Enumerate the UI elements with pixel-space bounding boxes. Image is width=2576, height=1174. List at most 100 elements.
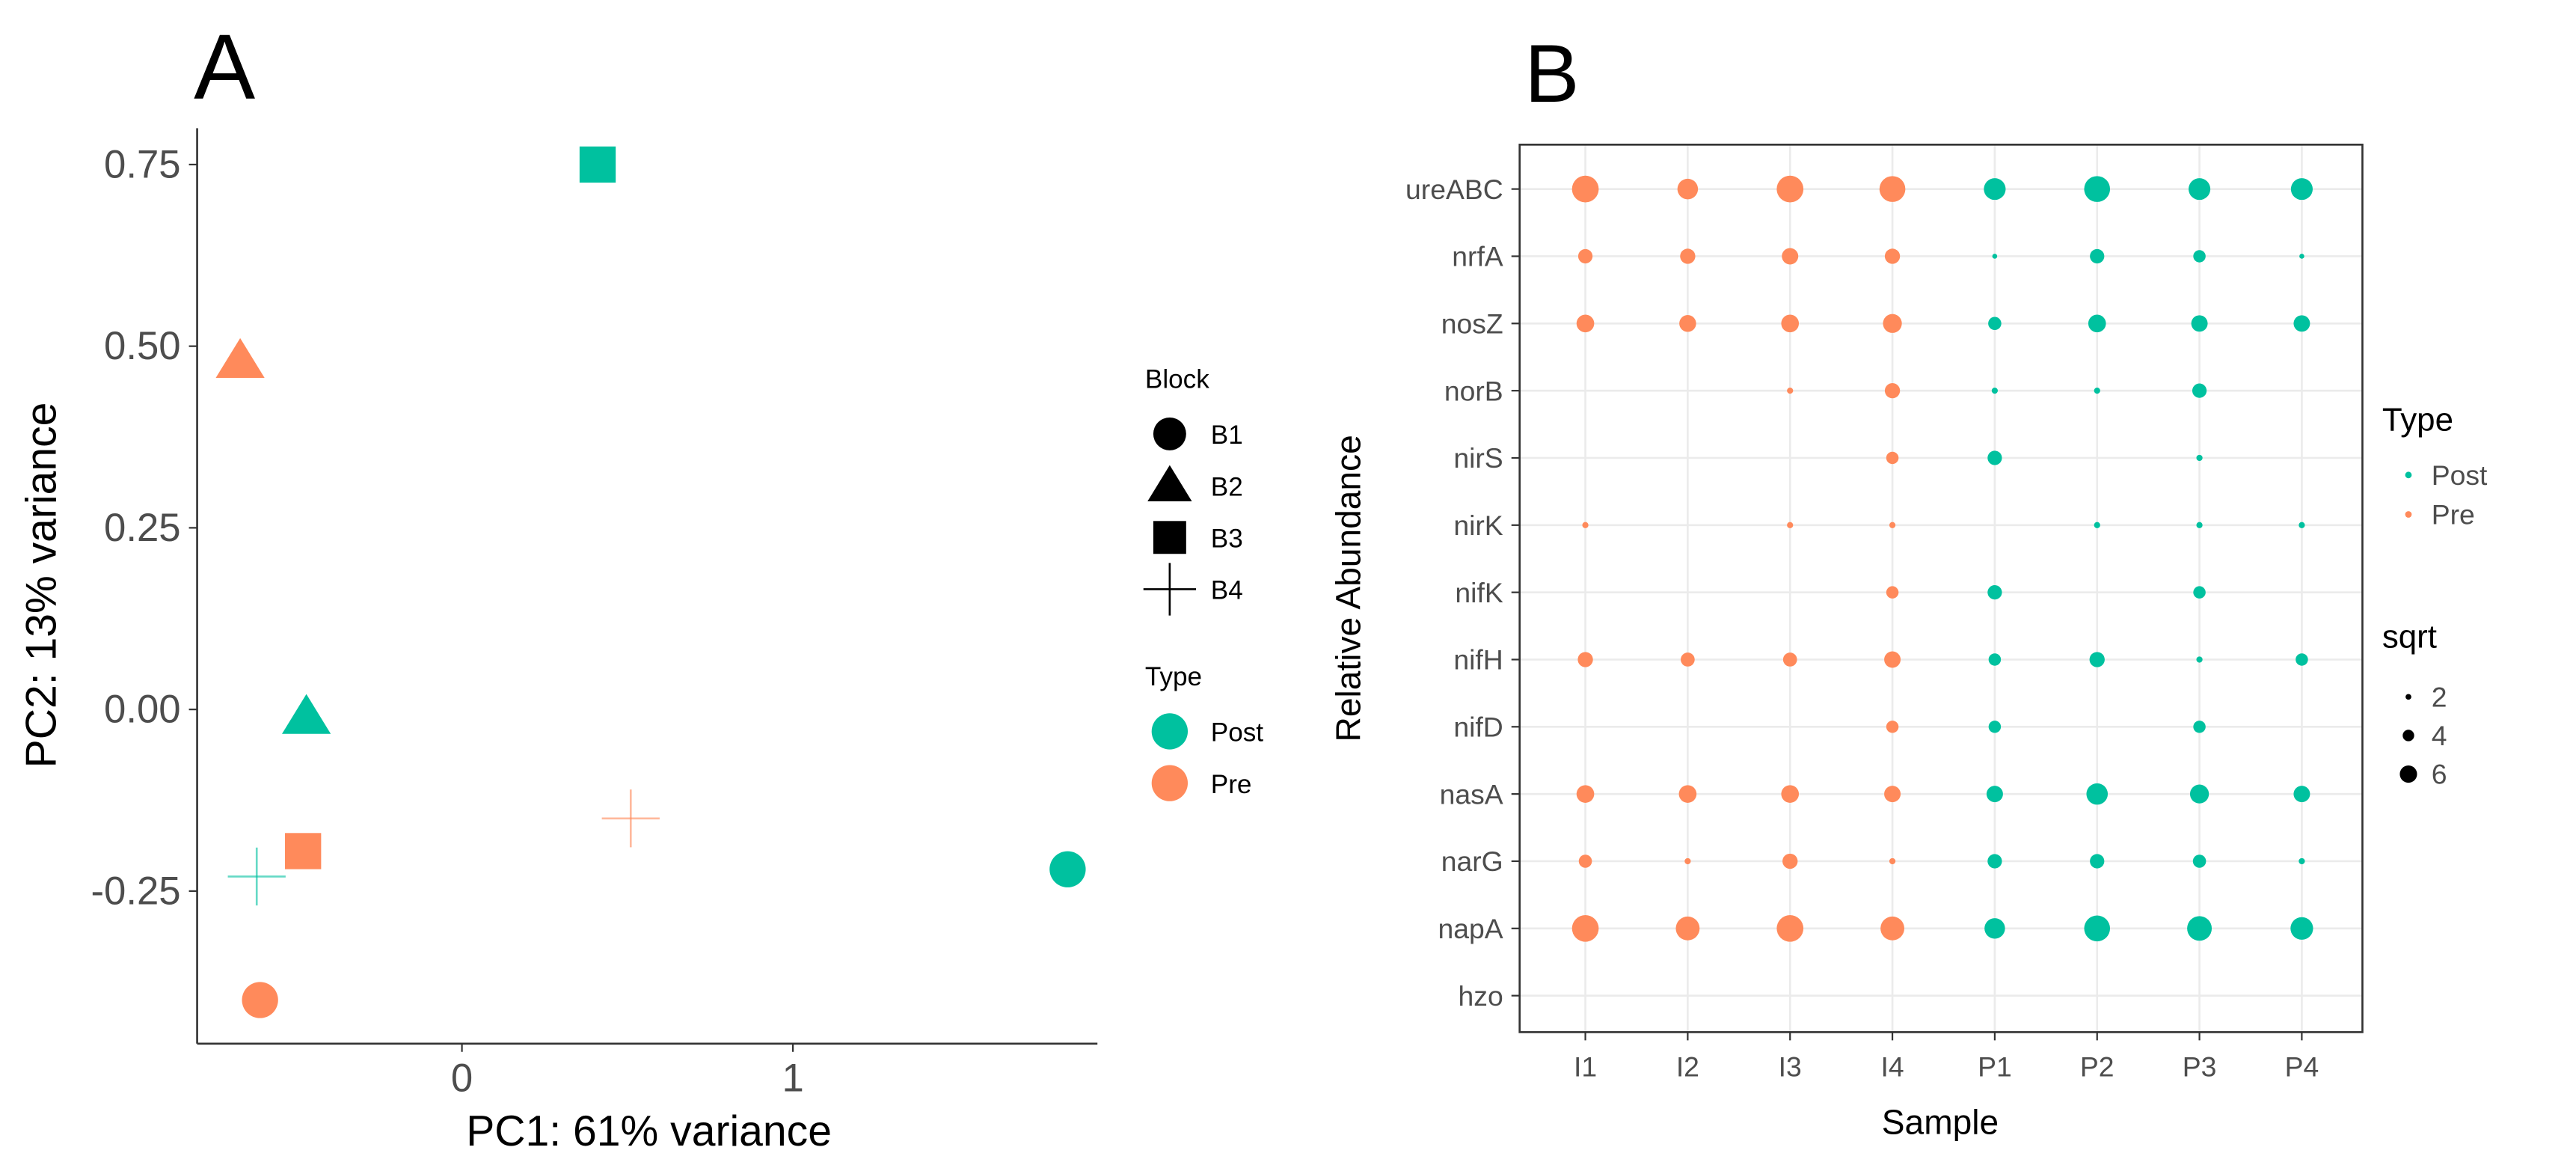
x-axis-label: Sample (1882, 1103, 1999, 1142)
point-nosZ-I1 (1576, 314, 1595, 333)
point-pre-b2 (215, 337, 265, 379)
point-nirS-P3 (2196, 454, 2203, 462)
y-axis-label: Relative Abundance (1329, 435, 1368, 742)
legend-size-dot (2405, 694, 2411, 700)
point-napA-I4 (1880, 916, 1904, 941)
point-nifH-I2 (1681, 652, 1695, 667)
y-tick-label: nrfA (1452, 241, 1503, 272)
point-nosZ-I2 (1679, 315, 1696, 332)
point-nosZ-P3 (2191, 315, 2208, 332)
point-nasA-I4 (1884, 786, 1901, 803)
point-nirK-P2 (2094, 522, 2100, 528)
x-tick-label: P2 (2080, 1051, 2115, 1083)
point-narG-I3 (1782, 853, 1798, 869)
point-napA-P1 (1984, 918, 2005, 939)
point-nifH-P4 (2296, 653, 2308, 666)
point-norB-P2 (2094, 388, 2100, 394)
x-tick-label: P3 (2183, 1051, 2217, 1083)
point-narG-P1 (1987, 854, 2002, 869)
y-tick-label: ureABC (1405, 174, 1503, 205)
legend-entry: Pre (2432, 499, 2475, 531)
point-pre-b3 (285, 833, 322, 869)
point-nifH-I4 (1884, 651, 1901, 668)
legend-size-dot (2402, 730, 2414, 742)
point-ureABC-I4 (1879, 176, 1906, 202)
legend-entry: Post (1211, 718, 1264, 747)
legend-color-pre (1151, 765, 1189, 801)
point-napA-P3 (2187, 916, 2212, 941)
point-nifH-I1 (1577, 652, 1593, 667)
point-norB-I3 (1787, 388, 1794, 394)
point-norB-P1 (1991, 388, 1999, 394)
point-narG-P2 (2090, 854, 2105, 869)
panel-label-b: B (1524, 28, 1579, 120)
x-tick-label: I3 (1779, 1051, 1802, 1083)
legend-b: Type Post Pre sqrt 2 4 6 (2382, 402, 2488, 790)
point-nosZ-P4 (2293, 315, 2310, 332)
y-tick-label: nifH (1453, 644, 1503, 676)
point-nrfA-I1 (1577, 248, 1593, 264)
pca-points (215, 146, 1086, 1018)
point-napA-I3 (1776, 914, 1804, 942)
y-tick-label: nifK (1455, 577, 1503, 608)
point-nasA-I2 (1678, 785, 1697, 803)
legend-entry: 4 (2432, 720, 2447, 751)
y-axis-label: PC2: 13% variance (18, 403, 66, 768)
axis-ticks: 0 1 0.75 0.50 0.25 0.00 -0.25 (91, 142, 803, 1100)
legend-shape-triangle-icon (1147, 465, 1192, 501)
point-nosZ-I4 (1883, 314, 1902, 333)
point-nirK-P4 (2299, 522, 2305, 528)
point-nifH-I3 (1782, 652, 1797, 667)
point-nifH-P2 (2089, 652, 2105, 667)
abundance-points (1571, 175, 2313, 942)
point-nifD-I4 (1886, 721, 1899, 733)
y-tick-label: 0.50 (104, 324, 181, 368)
plot-panel (1519, 144, 2363, 1033)
point-nirS-I4 (1886, 451, 1899, 465)
point-nasA-P1 (1986, 786, 2003, 803)
point-nifD-P3 (2193, 721, 2206, 733)
point-nosZ-P1 (1988, 317, 2002, 331)
point-nifD-P1 (1988, 721, 2002, 733)
legend-entry: B1 (1211, 421, 1243, 450)
point-narG-I2 (1684, 857, 1691, 865)
point-nrfA-P3 (2193, 250, 2206, 263)
point-nosZ-I3 (1781, 314, 1800, 333)
point-ureABC-I1 (1571, 175, 1599, 203)
point-nirK-I3 (1787, 522, 1794, 528)
point-nrfA-I4 (1884, 248, 1901, 264)
y-tick-label: narG (1441, 846, 1503, 877)
y-tick-label: nifD (1453, 711, 1503, 742)
point-ureABC-P1 (1984, 178, 2006, 201)
legend-color-post (2405, 471, 2412, 479)
point-nasA-P4 (2293, 786, 2310, 803)
point-nifK-P3 (2193, 586, 2206, 599)
point-ureABC-P2 (2084, 176, 2111, 202)
legend-title-sqrt: sqrt (2382, 618, 2437, 655)
point-nasA-P3 (2189, 784, 2209, 804)
point-nirK-I1 (1582, 522, 1589, 528)
point-nrfA-P1 (1992, 254, 1998, 259)
x-axis-label: PC1: 61% variance (466, 1107, 832, 1155)
gridlines (1519, 144, 2363, 1033)
legend-entry: Pre (1211, 770, 1252, 799)
y-tick-label: hzo (1459, 980, 1503, 1012)
x-tick-label: I1 (1574, 1051, 1597, 1083)
x-tick-label: P4 (2285, 1051, 2319, 1083)
axis-ticks: I1 I2 I3 I4 P1 P2 P3 P4 ureABC nrfA nosZ norB nirS ni… (1405, 174, 2319, 1083)
point-narG-I4 (1889, 857, 1896, 865)
x-tick-label: I4 (1880, 1051, 1904, 1083)
point-nrfA-P4 (2299, 254, 2304, 259)
legend-entry: B4 (1211, 576, 1243, 605)
point-narG-P3 (2192, 854, 2207, 868)
x-tick-label: P1 (1978, 1051, 2012, 1083)
point-post-b4 (227, 847, 286, 906)
point-norB-I4 (1884, 382, 1901, 399)
point-narG-P4 (2299, 857, 2305, 865)
point-nirK-P3 (2196, 522, 2203, 528)
legend-title-type: Type (2382, 402, 2453, 438)
point-napA-P2 (2084, 915, 2111, 942)
y-tick-label: 0.75 (104, 142, 181, 186)
panel-border (1518, 144, 2364, 1033)
